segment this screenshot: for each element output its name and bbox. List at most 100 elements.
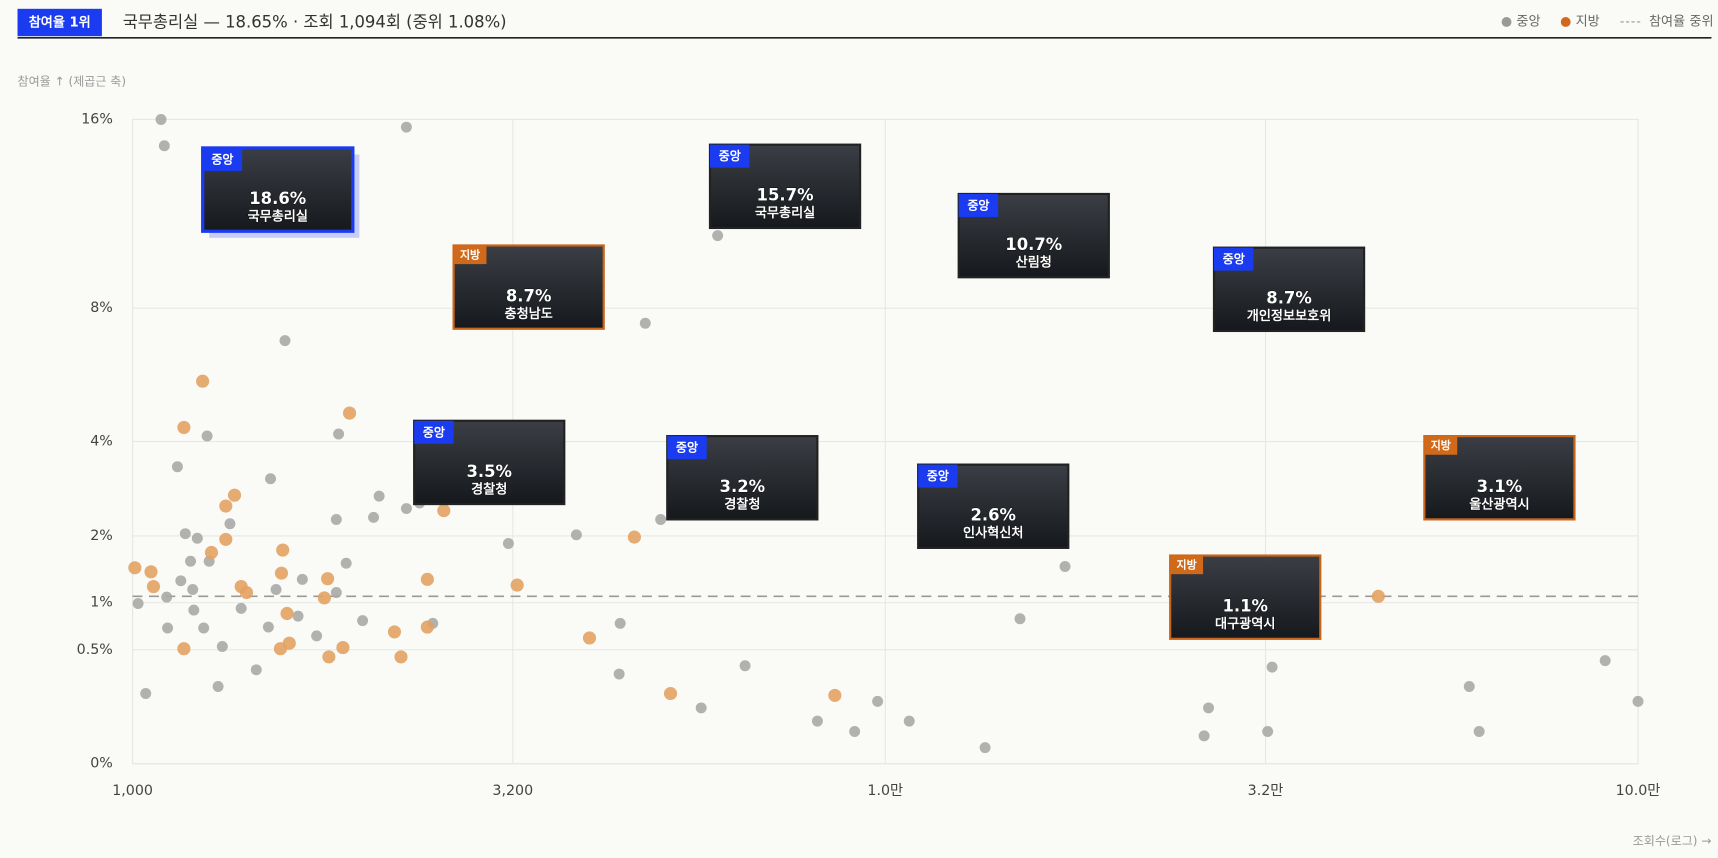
data-point (340, 557, 352, 569)
data-point (373, 490, 385, 502)
thumbnail-card: 중앙 18.6%국무총리실 (201, 146, 360, 238)
data-point (400, 503, 412, 515)
card-badge-text: 지방 (1177, 557, 1197, 571)
data-point (265, 473, 277, 485)
y-tick-label: 16% (81, 111, 113, 127)
thumbnail-card: 중앙 3.2%경찰청 (666, 435, 819, 521)
legend-marker (1501, 17, 1512, 27)
card-badge (1213, 247, 1254, 271)
data-point (1262, 726, 1274, 737)
thumbnail-card: 중앙 10.7%산림청 (957, 192, 1110, 279)
thumbnail-card: 중앙 3.5%경찰청 (413, 419, 566, 506)
rank-badge (17, 8, 102, 37)
card-name: 산림청 (1016, 254, 1052, 271)
data-point (342, 406, 357, 420)
y-tick-label: 8% (90, 300, 113, 316)
card-badge-text: 중앙 (423, 425, 445, 439)
card-badge (667, 436, 707, 460)
card-badge (958, 193, 999, 217)
data-point (177, 642, 191, 656)
data-point (128, 561, 142, 575)
data-point (357, 615, 369, 627)
data-point (849, 726, 861, 737)
data-point (270, 584, 282, 595)
data-point (317, 591, 331, 605)
card-name: 국무총리실 (755, 205, 815, 221)
data-point (663, 686, 678, 701)
data-point (1599, 655, 1611, 667)
data-point (198, 622, 210, 634)
card-badge-text: 지방 (1431, 438, 1451, 452)
data-point (903, 715, 915, 727)
card-value: 10.7% (1005, 235, 1062, 254)
data-point (162, 622, 174, 634)
card-badge-text: 지방 (460, 247, 480, 261)
data-point (400, 121, 412, 133)
data-point (420, 620, 434, 634)
data-point (177, 420, 191, 434)
card-badge (709, 144, 750, 168)
data-point (171, 461, 183, 473)
data-point (158, 140, 170, 152)
card-badge-text: 중앙 (1223, 252, 1245, 266)
data-point (322, 650, 336, 664)
data-point (292, 610, 304, 622)
data-point (336, 641, 350, 655)
summary: 국무총리실 — 18.65% · 조회 1,094회 (중위 1.08%) (123, 13, 507, 32)
data-point (276, 543, 290, 557)
card-badge (1170, 555, 1204, 575)
data-point (420, 572, 434, 586)
data-point (280, 606, 294, 621)
card-badge-text: 중앙 (719, 149, 741, 163)
legend-marker (1560, 17, 1571, 27)
data-point (1473, 726, 1485, 737)
data-point (273, 642, 288, 656)
card-value: 1.1% (1222, 597, 1268, 616)
data-point (872, 695, 884, 707)
card-value: 3.2% (720, 477, 766, 496)
data-point (191, 532, 203, 544)
data-point (1203, 702, 1215, 714)
data-point (502, 537, 514, 549)
card-badge (414, 420, 454, 444)
card-name: 인사혁신처 (963, 524, 1023, 541)
x-tick-label: 3.2만 (1248, 782, 1284, 799)
data-point (227, 488, 242, 502)
data-point (828, 688, 842, 702)
card-value: 8.7% (506, 286, 552, 305)
y-tick-label: 0% (90, 756, 113, 772)
data-point (1632, 695, 1644, 707)
data-point (235, 602, 247, 614)
thumbnail-card: 중앙 8.7%개인정보보호위 (1212, 246, 1366, 333)
data-point (394, 650, 408, 664)
card-badge-text: 중앙 (211, 153, 233, 167)
x-tick-label: 1.0만 (867, 782, 903, 799)
data-point (582, 631, 597, 645)
x-tick-label: 1,000 (112, 783, 153, 799)
data-point (250, 664, 262, 676)
card-value: 18.6% (249, 189, 306, 208)
data-point (239, 585, 254, 600)
data-point (219, 532, 233, 546)
card-name: 국무총리실 (248, 208, 308, 224)
data-point (1371, 589, 1385, 603)
data-point (1463, 681, 1475, 692)
data-point (216, 640, 228, 652)
card-badge-text: 중앙 (967, 199, 989, 213)
data-point (201, 430, 213, 442)
data-point (639, 317, 651, 329)
thumbnail-card: 지방 3.1%울산광역시 (1423, 435, 1576, 521)
data-point (321, 572, 335, 586)
y-tick-label: 0.5% (77, 642, 113, 658)
data-point (570, 529, 582, 541)
card-badge-text: 중앙 (927, 469, 949, 483)
rank-badge-text: 참여율 1위 (29, 14, 91, 31)
y-tick-label: 1% (90, 595, 113, 611)
data-point (219, 499, 233, 513)
data-point (739, 660, 751, 672)
data-point (212, 681, 224, 692)
data-point (185, 555, 197, 567)
data-point (155, 113, 167, 125)
